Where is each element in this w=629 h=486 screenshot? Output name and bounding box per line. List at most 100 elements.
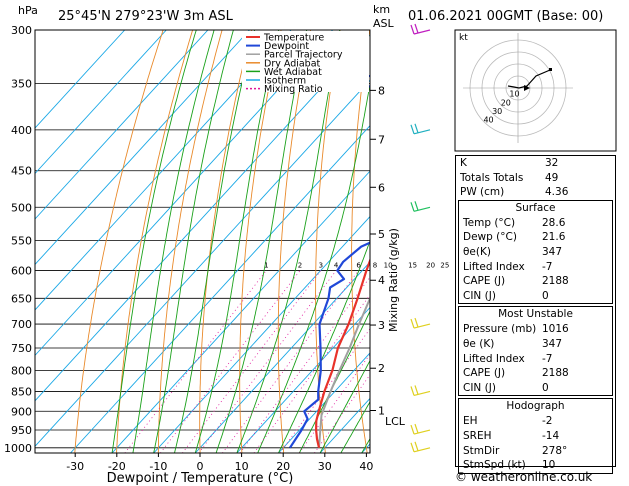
most-unstable-row: Lifted Index -7 <box>459 352 612 367</box>
wind-barbs <box>410 23 431 453</box>
height-km-label: 2 <box>378 362 385 375</box>
hodograph-trace <box>507 69 551 89</box>
surface-row: Lifted Index -7 <box>459 260 612 275</box>
wet-adiabat-line <box>340 400 370 453</box>
index-row: Totals Totals 49 <box>456 171 615 186</box>
wind-barb-flag <box>414 385 419 395</box>
index-label: CAPE (J) <box>463 367 506 380</box>
height-km-label: 6 <box>378 181 385 194</box>
surface-title: Surface <box>515 201 556 214</box>
surface-section: Surface Temp (°C) 28.6 Dewp (°C) 21.6 θe(K) 3… <box>458 199 613 305</box>
x-tick-label: 0 <box>197 460 204 473</box>
surface-row: CIN (J) 0 <box>459 289 612 304</box>
axes: 1 2 3 4 6 8 10 15 20 2530035040045050055060065070… <box>4 24 449 473</box>
wind-barb-flag <box>414 201 419 211</box>
parcel-trajectory-line <box>318 295 370 448</box>
wind-barb-flag <box>414 441 419 452</box>
index-value: 49 <box>545 171 559 184</box>
index-label: CAPE (J) <box>463 275 506 288</box>
index-value: 347 <box>542 337 563 350</box>
mixing-ratio-label: 3 <box>319 262 323 270</box>
hodograph-ring-label: 10 <box>509 90 519 99</box>
legend-entry: Isotherm <box>264 76 306 87</box>
wind-barb <box>413 206 431 212</box>
index-value: 0 <box>542 381 549 394</box>
hodograph-end-marker <box>549 68 552 71</box>
index-value: 347 <box>542 245 563 258</box>
isotherm-line <box>111 170 370 453</box>
pressure-tick-label: 750 <box>11 342 32 355</box>
mixing-ratio-label: 8 <box>373 262 377 270</box>
index-value: 28.6 <box>542 216 566 229</box>
datetime-label: 01.06.2021 00GMT (Base: 00) <box>408 9 603 24</box>
indices-table: K 32 Totals Totals 49 PW (cm) 4.36 Surface Te… <box>455 155 616 474</box>
hodograph-row: StmDir 278° <box>459 444 612 459</box>
index-value: 10 <box>542 459 556 472</box>
dewpoint-line <box>288 74 370 449</box>
mixing-ratio-line <box>222 270 359 453</box>
wind-barb <box>413 129 431 135</box>
index-value: -7 <box>542 352 553 365</box>
index-label: θe(K) <box>463 245 491 258</box>
wind-barb-flag <box>414 317 419 328</box>
wet-adiabat-line <box>278 239 370 453</box>
surface-row: Temp (°C) 28.6 <box>459 216 612 231</box>
mixing-ratio-label: 6 <box>356 262 361 270</box>
x-axis-label: Dewpoint / Temperature (°C) <box>107 471 294 486</box>
plot-frame <box>34 29 371 454</box>
wind-barb-flag <box>410 124 415 135</box>
most-unstable-row: θe (K) 347 <box>459 337 612 352</box>
most-unstable-row: CIN (J) 0 <box>459 381 612 396</box>
index-row: K 32 <box>456 156 615 171</box>
index-value: 1016 <box>542 323 569 336</box>
legend-entry: Dewpoint <box>264 41 309 52</box>
wind-barb <box>413 447 431 453</box>
pressure-tick-label: 900 <box>11 405 32 418</box>
wind-barb-flag <box>410 24 415 35</box>
x-tick-label: -10 <box>149 460 167 473</box>
index-value: -2 <box>542 415 553 428</box>
index-value: 4.36 <box>545 186 569 199</box>
isotherm-line <box>35 30 126 129</box>
dry-adiabat-line <box>74 30 164 453</box>
height-km-label: 7 <box>378 133 385 146</box>
surface-row: CAPE (J) 2188 <box>459 274 612 289</box>
wind-barb-flag <box>410 442 415 453</box>
isotherm-line <box>35 79 370 447</box>
index-label: SREH <box>463 429 492 442</box>
index-label: StmDir <box>463 444 500 457</box>
dry-adiabat-line <box>199 30 253 453</box>
asl-label: ASL <box>373 17 395 30</box>
dry-adiabat-line <box>351 30 370 453</box>
pressure-tick-label: 800 <box>11 364 32 377</box>
x-tick-label: -30 <box>66 460 84 473</box>
wet-adiabat-line <box>174 30 256 453</box>
dry-adiabat-line <box>116 30 194 453</box>
legend-entry: Parcel Trajectory <box>264 50 343 61</box>
pressure-tick-label: 850 <box>11 385 32 398</box>
mixing-ratio-label: 1 <box>264 262 268 270</box>
pressure-tick-label: 1000 <box>4 442 32 455</box>
index-label: θe (K) <box>463 337 495 350</box>
dry-adiabat-line <box>239 30 282 453</box>
isotherm-line <box>278 352 370 453</box>
index-label: Lifted Index <box>463 260 525 273</box>
index-value: 2188 <box>542 275 569 288</box>
index-label: Temp (°C) <box>463 216 516 229</box>
wind-barb-flag <box>410 202 415 212</box>
wet-adiabat-line <box>236 30 341 453</box>
most-unstable-row: CAPE (J) 2188 <box>459 366 612 381</box>
wind-barb-flag <box>410 424 415 435</box>
isotherm-line <box>236 306 370 453</box>
index-value: -7 <box>542 260 553 273</box>
height-km-label: 8 <box>378 84 385 97</box>
lcl-label: LCL <box>385 415 406 428</box>
most-unstable-section: Most Unstable Pressure (mb) 1016 θe (K) 347… <box>458 306 613 397</box>
wet-adiabat-line <box>194 30 280 453</box>
pressure-tick-label: 350 <box>11 77 32 90</box>
hodograph-ring-label: 40 <box>483 116 493 125</box>
index-label: Lifted Index <box>463 352 525 365</box>
hodograph-row: StmSpd (kt) 10 <box>459 458 612 473</box>
isotherm-line <box>70 124 370 453</box>
